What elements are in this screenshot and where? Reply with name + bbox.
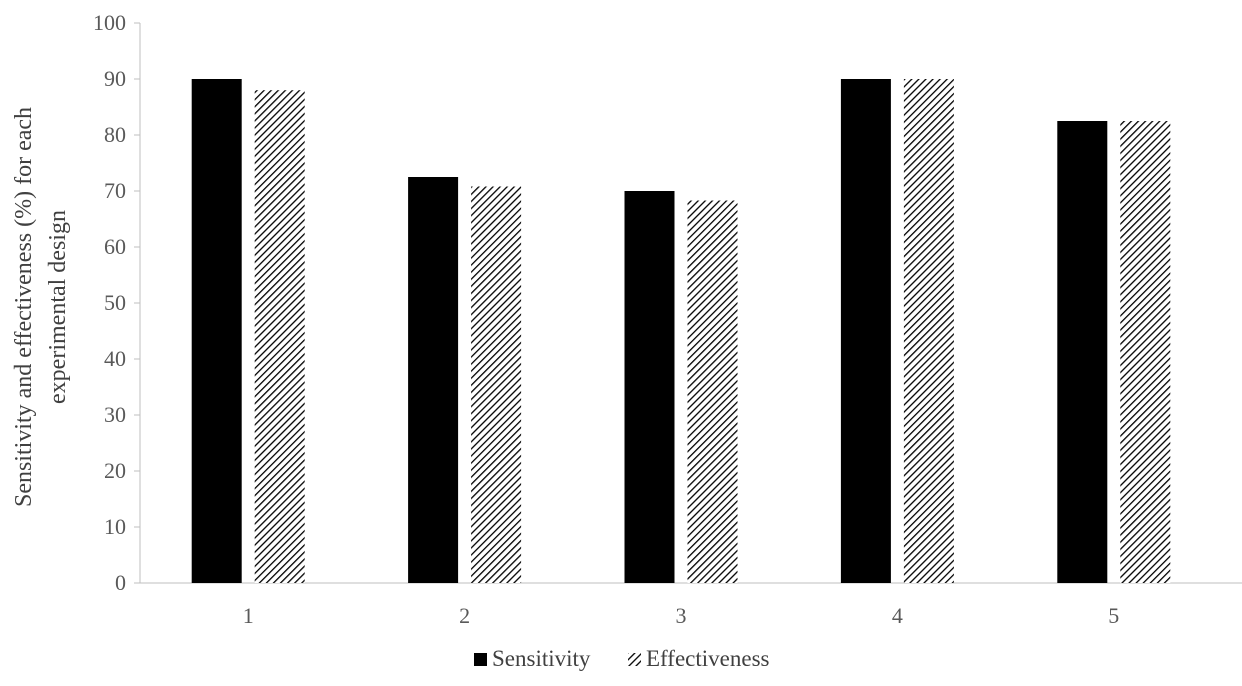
y-tick-label: 90 [104, 66, 126, 91]
axes: 0 10 20 30 40 50 60 70 80 90 100 1 2 3 4 5 [93, 10, 1242, 628]
legend-swatch-effectiveness [628, 653, 641, 666]
y-axis-title-line-1: Sensitivity and effectiveness (%) for ea… [11, 107, 37, 507]
bar-sensitivity-4 [840, 79, 891, 583]
y-tick-label: 40 [104, 346, 126, 371]
x-tick-label: 4 [892, 603, 903, 628]
bar-sensitivity-2 [408, 177, 459, 583]
x-tick-label: 1 [243, 603, 254, 628]
bar-effectiveness-1 [254, 90, 305, 583]
y-tick-label: 70 [104, 178, 126, 203]
bar-effectiveness-2 [471, 186, 522, 583]
bars [191, 79, 1171, 583]
legend-label-sensitivity: Sensitivity [492, 646, 591, 671]
y-tick-label: 30 [104, 402, 126, 427]
y-tick-label: 0 [115, 570, 126, 595]
x-tick-label: 3 [676, 603, 687, 628]
y-tick-label: 80 [104, 122, 126, 147]
legend: Sensitivity Effectiveness [474, 646, 770, 671]
legend-swatch-sensitivity [474, 653, 487, 666]
y-tick-label: 50 [104, 290, 126, 315]
bar-sensitivity-1 [191, 79, 242, 583]
y-tick-label: 60 [104, 234, 126, 259]
y-axis-title: Sensitivity and effectiveness (%) for ea… [11, 107, 71, 507]
y-axis-title-line-2: experimental design [45, 210, 71, 404]
y-tick-label: 100 [93, 10, 126, 35]
x-tick-label: 5 [1108, 603, 1119, 628]
bar-effectiveness-4 [903, 79, 954, 583]
bar-effectiveness-5 [1120, 121, 1171, 583]
y-tick-label: 10 [104, 514, 126, 539]
bar-sensitivity-3 [624, 191, 675, 583]
legend-label-effectiveness: Effectiveness [646, 646, 770, 671]
x-tick-label: 2 [459, 603, 470, 628]
bar-sensitivity-5 [1057, 121, 1108, 583]
y-tick-label: 20 [104, 458, 126, 483]
bar-effectiveness-3 [687, 200, 738, 583]
